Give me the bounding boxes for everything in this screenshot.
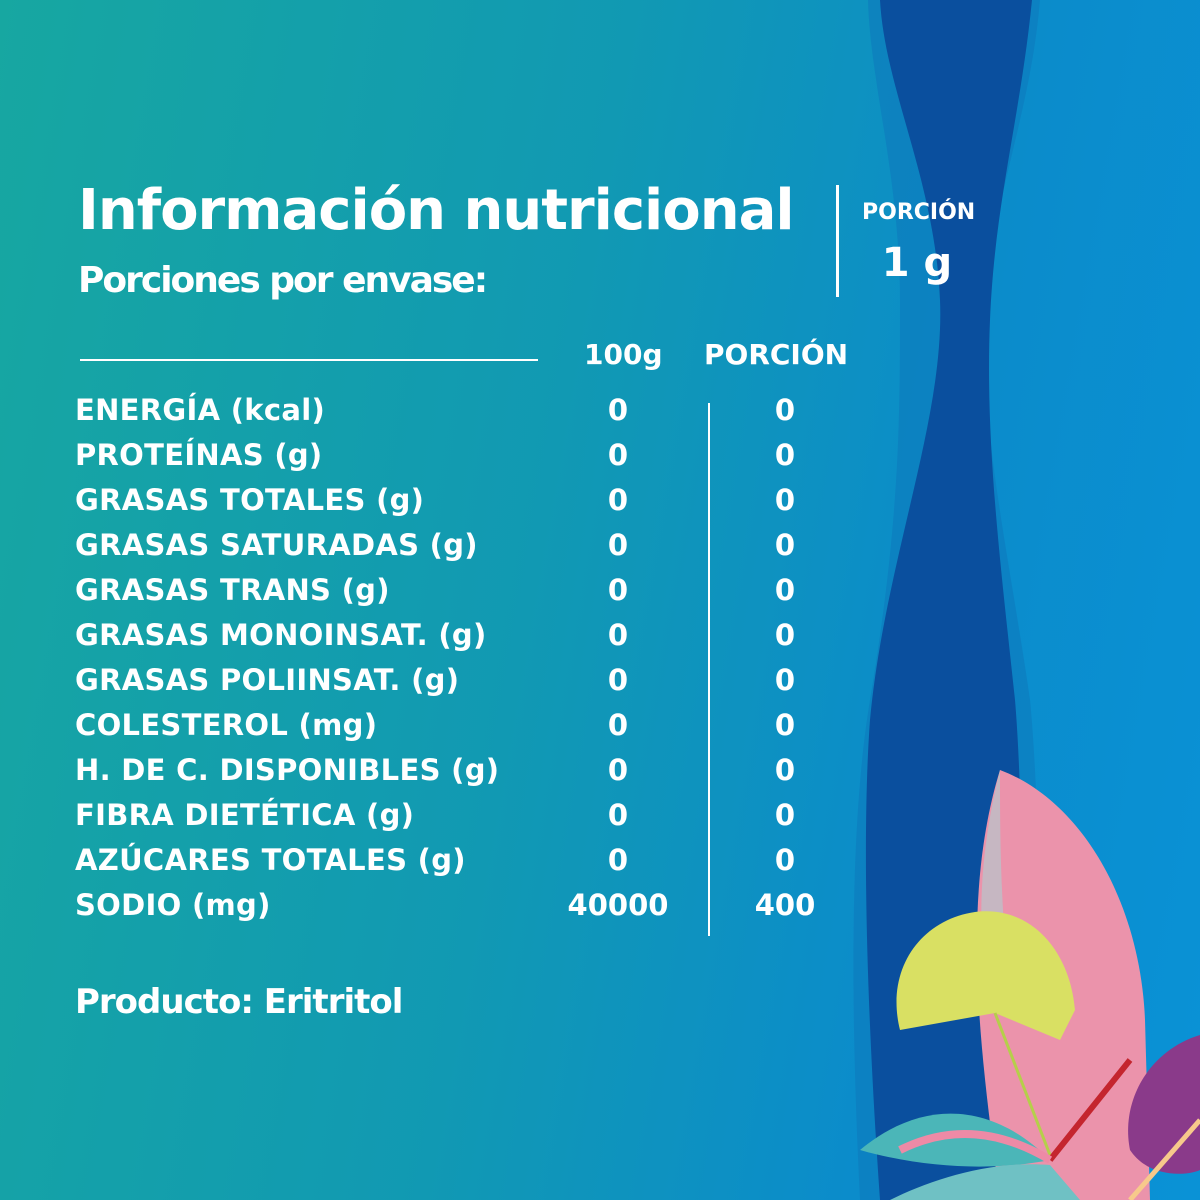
nutrient-label: PROTEÍNAS (g) <box>75 438 323 472</box>
value-per-portion: 0 <box>774 573 796 607</box>
table-header-rule <box>80 359 538 361</box>
table-row: GRASAS SATURADAS (g) 0 0 <box>0 528 900 573</box>
product-name: Producto: Eritritol <box>75 982 403 1022</box>
servings-per-container-label: Porciones por envase: <box>78 260 488 301</box>
table-row: GRASAS TOTALES (g) 0 0 <box>0 483 900 528</box>
nutrient-label: SODIO (mg) <box>75 888 271 922</box>
nutrient-label: GRASAS TOTALES (g) <box>75 483 425 517</box>
value-per-100g: 0 <box>607 843 629 877</box>
value-per-portion: 0 <box>774 798 796 832</box>
value-per-portion: 0 <box>774 753 796 787</box>
table-row: GRASAS TRANS (g) 0 0 <box>0 573 900 618</box>
value-per-portion: 0 <box>774 393 796 427</box>
value-per-portion: 0 <box>774 528 796 562</box>
table-row: ENERGÍA (kcal) 0 0 <box>0 393 900 438</box>
table-row: COLESTEROL (mg) 0 0 <box>0 708 900 753</box>
table-row: AZÚCARES TOTALES (g) 0 0 <box>0 843 900 888</box>
value-per-portion: 0 <box>774 663 796 697</box>
value-per-100g: 40000 <box>567 888 669 922</box>
table-row: PROTEÍNAS (g) 0 0 <box>0 438 900 483</box>
teal-pink-leaf <box>860 1113 1050 1167</box>
value-per-100g: 0 <box>607 483 629 517</box>
value-per-portion: 0 <box>774 483 796 517</box>
tropical-leaves-illustration <box>860 770 1200 1200</box>
table-row: FIBRA DIETÉTICA (g) 0 0 <box>0 798 900 843</box>
nutrient-label: AZÚCARES TOTALES (g) <box>75 843 466 877</box>
serving-value: 1 g <box>881 240 953 286</box>
value-per-100g: 0 <box>607 438 629 472</box>
value-per-100g: 0 <box>607 573 629 607</box>
column-divider <box>708 403 710 936</box>
nutrient-label: FIBRA DIETÉTICA (g) <box>75 798 415 832</box>
value-per-100g: 0 <box>607 528 629 562</box>
value-per-portion: 0 <box>774 438 796 472</box>
value-per-100g: 0 <box>607 663 629 697</box>
red-fern <box>1047 1058 1133 1162</box>
value-per-100g: 0 <box>607 393 629 427</box>
yellow-fan-leaf <box>896 911 1075 1040</box>
table-row: SODIO (mg) 40000 400 <box>0 888 900 933</box>
nutrient-label: GRASAS SATURADAS (g) <box>75 528 478 562</box>
nutrient-label: GRASAS POLIINSAT. (g) <box>75 663 460 697</box>
nutrient-label: COLESTEROL (mg) <box>75 708 378 742</box>
value-per-100g: 0 <box>607 753 629 787</box>
value-per-portion: 0 <box>774 843 796 877</box>
value-per-100g: 0 <box>607 708 629 742</box>
table-row: GRASAS POLIINSAT. (g) 0 0 <box>0 663 900 708</box>
nutrient-label: H. DE C. DISPONIBLES (g) <box>75 753 500 787</box>
column-header-portion: PORCIÓN <box>704 338 849 371</box>
page-title: Información nutricional <box>78 178 795 243</box>
value-per-portion: 0 <box>774 618 796 652</box>
value-per-100g: 0 <box>607 618 629 652</box>
table-row: GRASAS MONOINSAT. (g) 0 0 <box>0 618 900 663</box>
table-row: H. DE C. DISPONIBLES (g) 0 0 <box>0 753 900 798</box>
value-per-portion: 0 <box>774 708 796 742</box>
column-header-100g: 100g <box>584 338 663 371</box>
nutrient-label: ENERGÍA (kcal) <box>75 393 326 427</box>
header-divider <box>836 185 839 297</box>
value-per-portion: 400 <box>754 888 816 922</box>
nutrient-label: GRASAS MONOINSAT. (g) <box>75 618 487 652</box>
nutrient-label: GRASAS TRANS (g) <box>75 573 390 607</box>
value-per-100g: 0 <box>607 798 629 832</box>
serving-label: PORCIÓN <box>862 200 976 225</box>
